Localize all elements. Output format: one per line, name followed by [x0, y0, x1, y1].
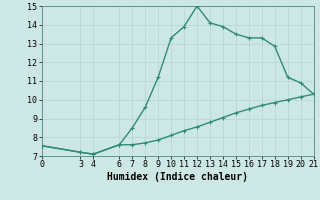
X-axis label: Humidex (Indice chaleur): Humidex (Indice chaleur)	[107, 172, 248, 182]
